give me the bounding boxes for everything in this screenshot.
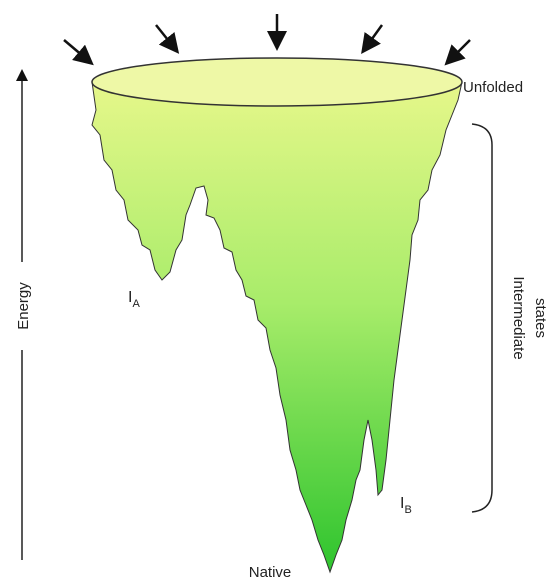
funnel [91,81,463,574]
native-label: Native [249,564,292,579]
arrow [155,24,180,54]
arrow [361,24,384,55]
label-sub: A [132,298,140,310]
intermediate-a-label: IA [128,289,140,310]
arrows [63,14,471,66]
label-sub: B [404,504,411,516]
label-main: I [128,289,132,306]
intermediate-label: Intermediate [510,276,527,359]
unfolded-label: Unfolded [463,79,523,96]
arrow [444,39,471,66]
energy-label: Energy [15,282,32,330]
funnel-rim [91,57,463,107]
bracket [471,123,493,513]
intermediate-label: states [532,298,546,338]
intermediate-b-label: IB [400,495,412,516]
arrow [63,39,94,66]
label-main: I [400,495,404,512]
